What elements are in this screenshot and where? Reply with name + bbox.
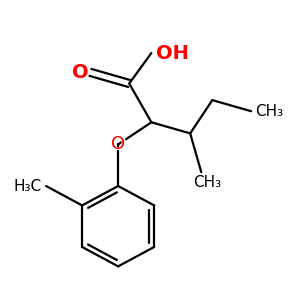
- Text: OH: OH: [155, 44, 188, 62]
- Text: O: O: [109, 134, 127, 154]
- Text: CH₃: CH₃: [255, 102, 291, 120]
- Text: O: O: [71, 62, 90, 82]
- Text: O: O: [111, 136, 125, 154]
- Text: O: O: [72, 63, 89, 82]
- Text: CH₃: CH₃: [189, 175, 225, 193]
- Text: CH₃: CH₃: [193, 175, 221, 190]
- Text: CH₃: CH₃: [255, 104, 284, 119]
- Text: H₃C: H₃C: [6, 177, 42, 195]
- Text: OH: OH: [155, 43, 193, 63]
- Text: H₃C: H₃C: [14, 178, 42, 194]
